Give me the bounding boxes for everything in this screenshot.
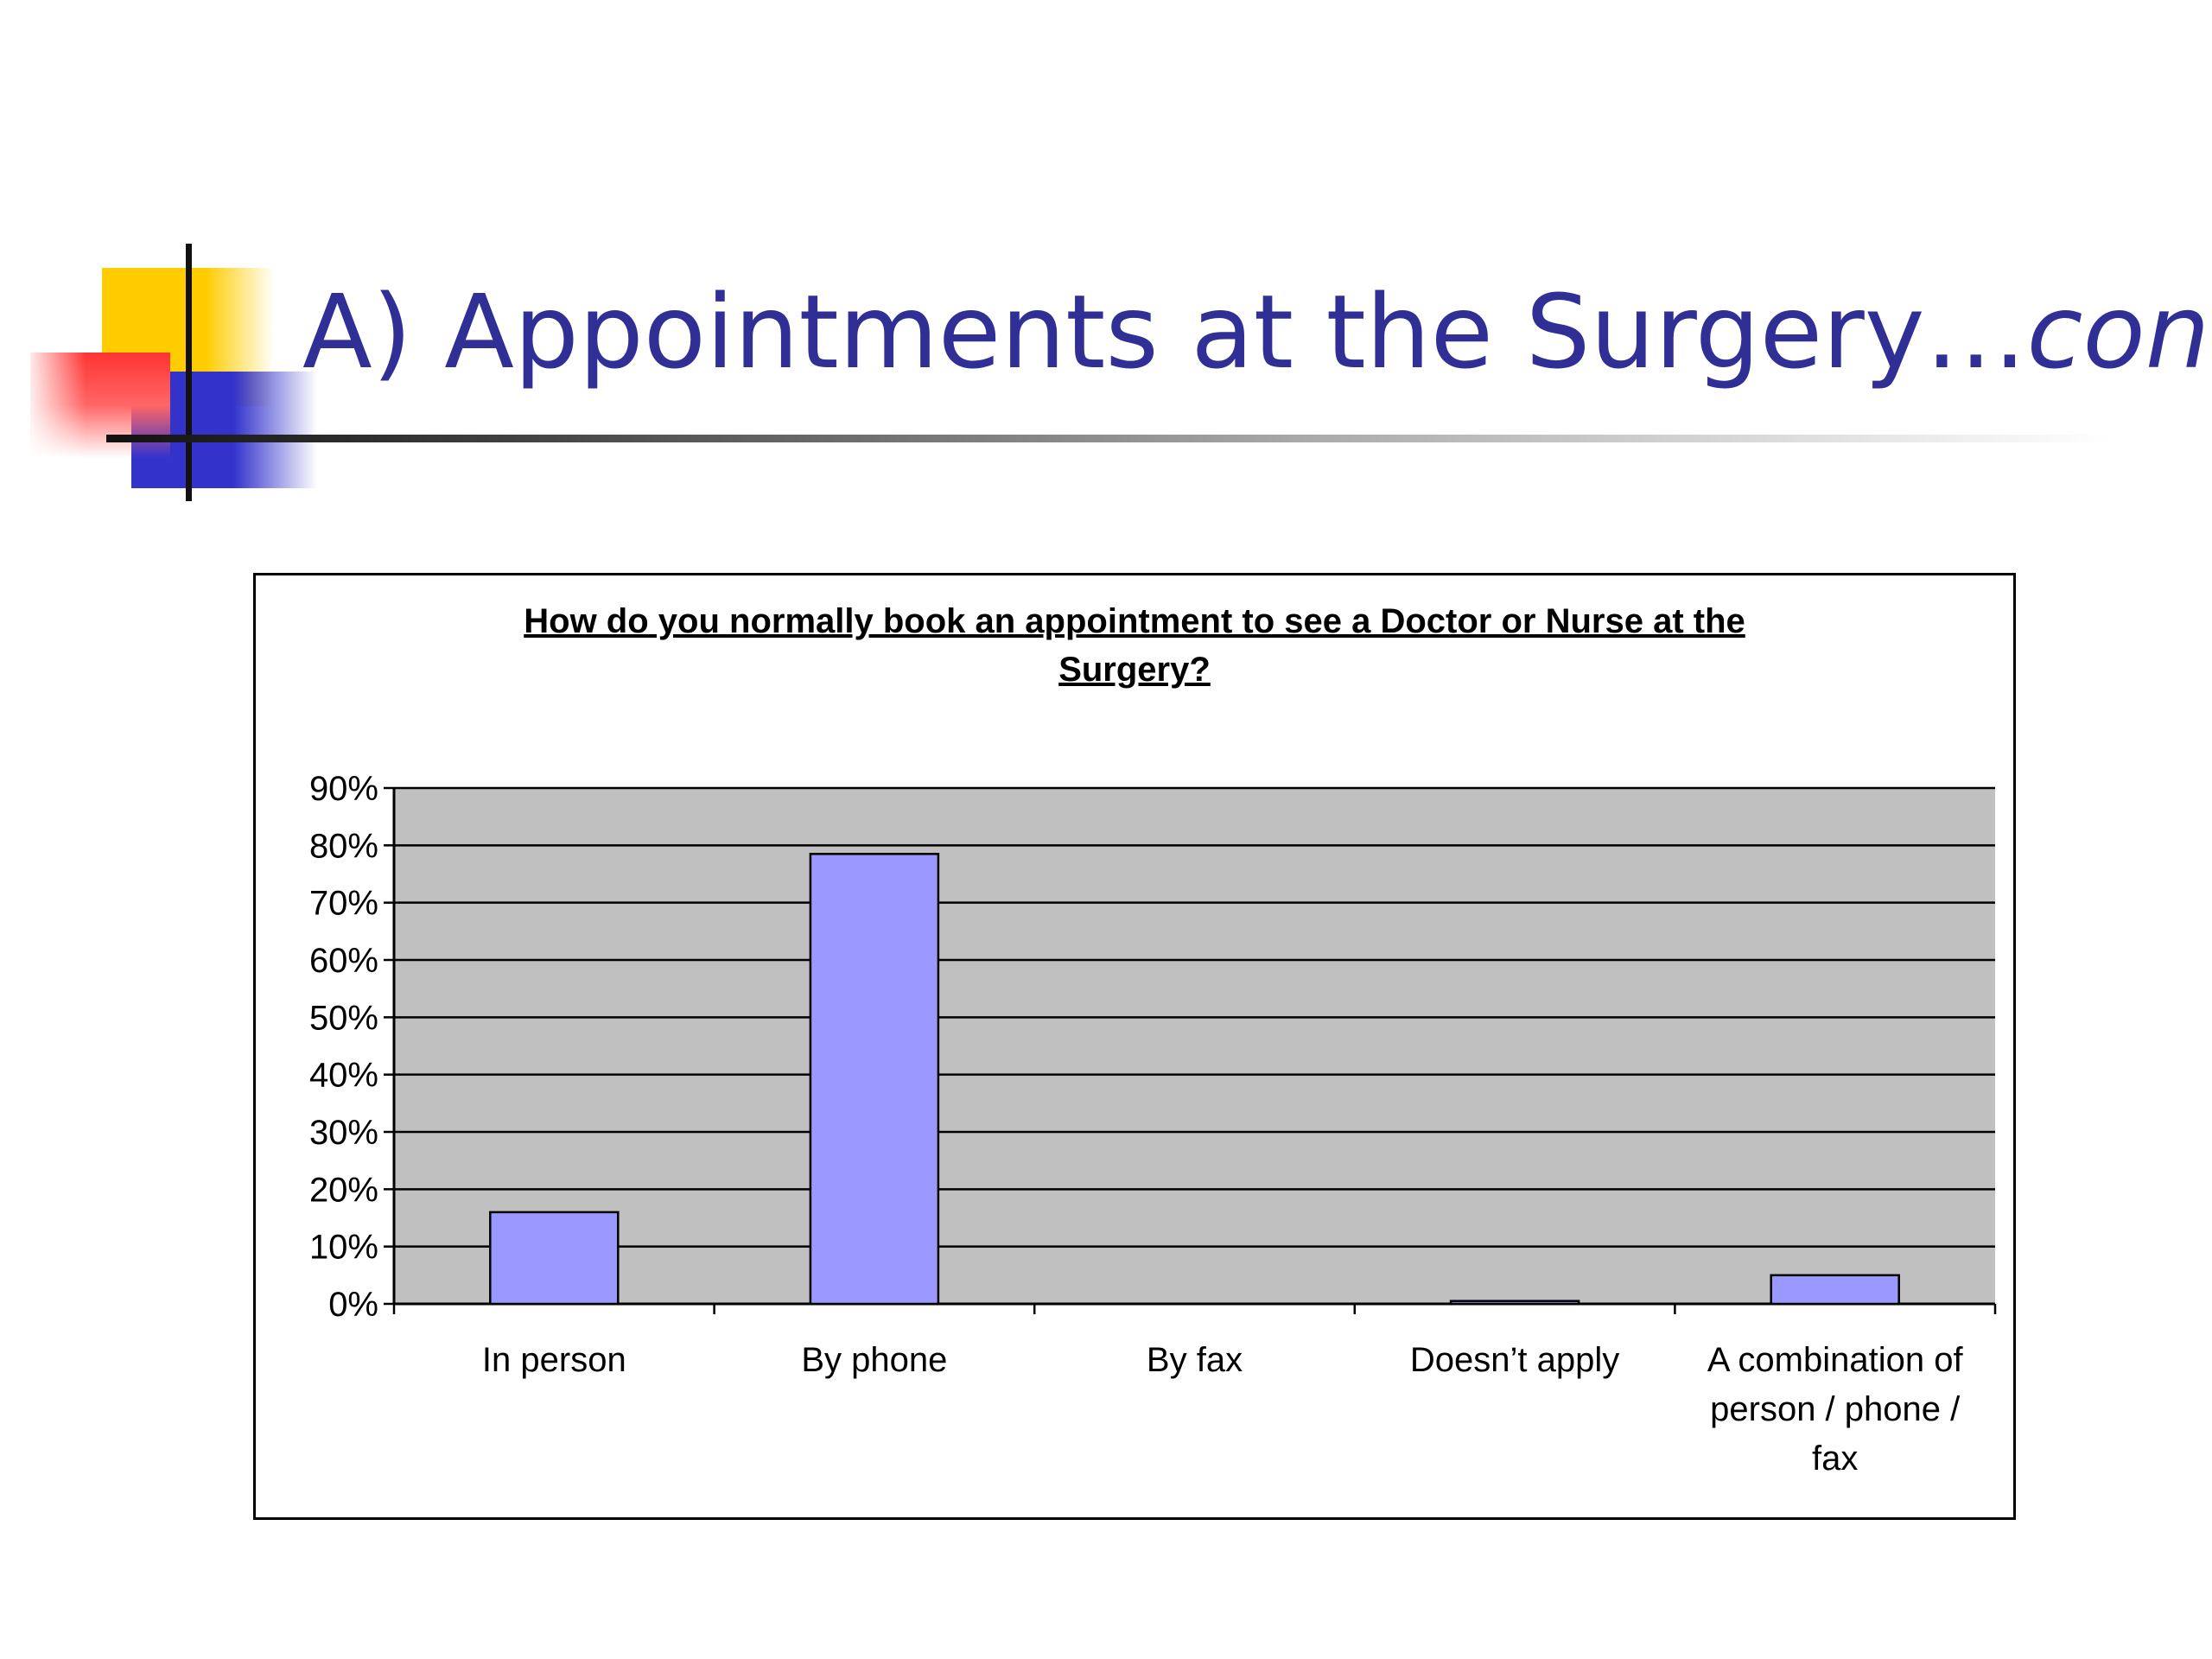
y-tick-label: 40% — [309, 1057, 378, 1095]
x-tick-label: fax — [1812, 1440, 1858, 1478]
bar — [1770, 1274, 1900, 1306]
x-tick-label: person / phone / — [1710, 1390, 1961, 1428]
chart-title-line-2: Surgery? — [1058, 651, 1211, 689]
slide-decoration — [30, 244, 2111, 501]
x-tick-label: A combination of — [1707, 1341, 1964, 1379]
axes — [384, 786, 1997, 1314]
plot-area — [394, 788, 1995, 1304]
chart-title-line-1: How do you normally book an appointment … — [524, 602, 1745, 640]
y-tick-label: 90% — [309, 770, 378, 808]
x-tick-label: By fax — [1147, 1341, 1243, 1379]
bar-chart: How do you normally book an appointment … — [309, 602, 1997, 1478]
bar — [1449, 1300, 1580, 1306]
x-tick-label: By phone — [801, 1341, 947, 1379]
vertical-rule — [186, 244, 192, 501]
x-tick-labels: In person By phone By fax Doesn’t apply A co… — [482, 1341, 1964, 1478]
slide-title-cont: cont — [2026, 272, 2212, 391]
bar — [809, 853, 940, 1306]
y-tick-label: 20% — [309, 1171, 378, 1209]
y-tick-label: 30% — [309, 1114, 378, 1152]
y-tick-label: 0% — [328, 1286, 378, 1324]
y-tick-label: 70% — [309, 885, 378, 923]
horizontal-rule — [106, 435, 2111, 442]
bar — [489, 1211, 620, 1306]
y-tick-label: 60% — [309, 942, 378, 980]
y-tick-label: 80% — [309, 827, 378, 865]
slide-title: A) Appointments at the Surgery…cont — [302, 281, 2212, 383]
bars — [489, 853, 1900, 1306]
x-tick-label: In person — [482, 1341, 626, 1379]
slide-title-main: A) Appointments at the Surgery… — [302, 272, 2027, 391]
y-tick-label: 50% — [309, 999, 378, 1037]
y-tick-labels: 0% 10% 20% 30% 40% 50% 60% 70% 80% 90% — [309, 770, 378, 1324]
gridlines — [394, 786, 1995, 1248]
x-tick-label: Doesn’t apply — [1410, 1341, 1619, 1379]
y-tick-label: 10% — [309, 1229, 378, 1267]
chart-frame: How do you normally book an appointment … — [253, 573, 2016, 1520]
chart-title: How do you normally book an appointment … — [524, 602, 1745, 689]
